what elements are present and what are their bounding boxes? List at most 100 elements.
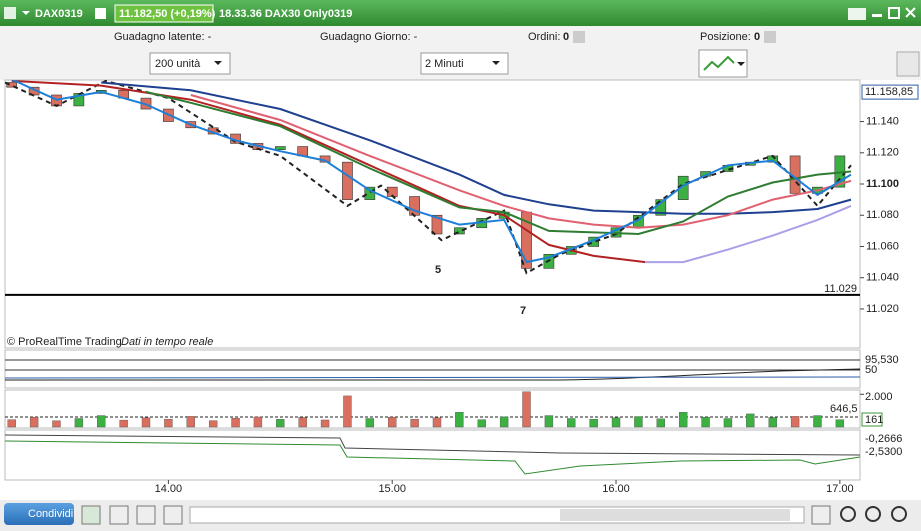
tool-icon[interactable]	[81, 505, 101, 525]
keyboard-icon[interactable]	[848, 8, 866, 20]
tool-icon[interactable]	[163, 505, 183, 525]
y-tick-label: 11.060	[866, 240, 899, 252]
volume-bar	[678, 412, 688, 428]
volume-bar	[589, 418, 598, 428]
indicators-icon	[703, 55, 735, 71]
indicator-label: -2,5300	[865, 446, 902, 458]
volume-bar	[7, 419, 16, 428]
menu-arrow[interactable]	[22, 11, 30, 15]
last-price-label: 11.158,85	[865, 86, 913, 98]
minimize[interactable]	[872, 14, 882, 17]
volume-bar	[298, 417, 307, 428]
volume-bar	[74, 418, 84, 428]
volume-bar	[253, 416, 263, 428]
quantity-dropdown[interactable]	[149, 52, 231, 75]
volume-bar	[746, 413, 755, 428]
indicator-label: -0,2666	[865, 433, 902, 445]
candle	[431, 214, 443, 235]
level-label: 11.029	[824, 283, 857, 295]
volume-tick: 2.000	[865, 391, 893, 403]
osc-label: 50	[865, 364, 877, 376]
volume-bar	[186, 416, 195, 428]
x-tick-label: 17.00	[826, 483, 854, 495]
volume-bar	[231, 417, 240, 428]
volume-label: 161	[865, 414, 883, 426]
window-icon[interactable]	[4, 7, 16, 19]
info-bar	[0, 26, 921, 48]
position-icon[interactable]	[764, 31, 776, 43]
volume-bar	[208, 420, 218, 428]
price-plot	[5, 80, 860, 296]
y-tick-label: 11.100	[866, 178, 899, 190]
volume-bar	[835, 419, 845, 428]
volume-bar	[768, 417, 777, 428]
candle	[454, 227, 465, 235]
volume-bar	[499, 416, 509, 428]
share-button[interactable]	[4, 503, 74, 525]
y-tick-label: 11.140	[866, 115, 899, 127]
info-icon[interactable]	[95, 8, 106, 19]
volume-bar	[276, 419, 285, 428]
price-line	[11, 80, 852, 264]
y-tick-label: 11.040	[866, 272, 899, 284]
orders-label: Ordini:	[528, 31, 560, 43]
price-line	[645, 204, 852, 264]
volume-bar	[656, 418, 665, 428]
volume-bar	[477, 419, 486, 428]
volume-bar	[29, 416, 39, 428]
y-tick-label: 11.020	[866, 303, 899, 315]
indicator-line	[4, 434, 861, 456]
wave-label: 5	[435, 264, 441, 276]
tool-icon[interactable]	[109, 505, 129, 525]
orders-icon[interactable]	[573, 31, 585, 43]
orders-count: 0	[563, 31, 569, 43]
volume-bar	[320, 419, 330, 428]
zoom-icon[interactable]	[840, 506, 856, 522]
volume-bars	[7, 391, 845, 428]
zoom-out[interactable]	[865, 506, 881, 522]
indicator-line	[4, 440, 861, 475]
volume-bar	[634, 416, 643, 428]
volume-bar	[97, 415, 106, 428]
volume-bar	[522, 391, 531, 428]
price-line	[145, 90, 852, 236]
y-tick-label: 11.120	[866, 147, 899, 159]
osc-label: 95,530	[865, 354, 899, 366]
price-box	[114, 4, 214, 23]
volume-bar	[611, 417, 621, 428]
close[interactable]	[905, 7, 916, 18]
price: 11.182,50 (+0,19%)	[119, 8, 216, 20]
timeframe-dropdown[interactable]	[420, 52, 509, 75]
volume-bar	[52, 420, 61, 428]
last-price-box	[861, 84, 919, 100]
wave-label: 7	[520, 305, 526, 317]
osc-line	[5, 368, 861, 381]
dropdown-arrow	[737, 62, 745, 66]
unrealized-gain: Guadagno latente: -	[114, 31, 212, 43]
side-button[interactable]	[896, 51, 920, 77]
volume-bar	[544, 415, 554, 428]
quantity: 200 unità	[155, 58, 201, 70]
volume-bar	[164, 418, 173, 428]
candle	[274, 146, 286, 150]
zoom-in[interactable]	[891, 506, 907, 522]
volume-bar	[388, 416, 397, 428]
volume-bar	[567, 418, 576, 428]
volume-label: 646,5	[830, 403, 858, 415]
timeframe: 2 Minuti	[425, 58, 464, 70]
dropdown-arrow	[214, 61, 222, 65]
osc-line	[4, 376, 861, 379]
volume-bar	[723, 418, 733, 428]
tool-icon[interactable]	[811, 505, 831, 525]
oscillator-panel	[4, 349, 861, 389]
volume-bar	[701, 416, 710, 428]
tool-icon[interactable]	[136, 505, 156, 525]
maximize[interactable]	[888, 7, 900, 19]
volume-box	[861, 412, 883, 427]
position-label: Posizione:	[700, 31, 751, 43]
scroll-thumb[interactable]	[560, 509, 790, 521]
volume-bar	[119, 419, 128, 428]
volume-bar	[455, 412, 464, 428]
feed: Dati in tempo reale	[121, 336, 213, 348]
